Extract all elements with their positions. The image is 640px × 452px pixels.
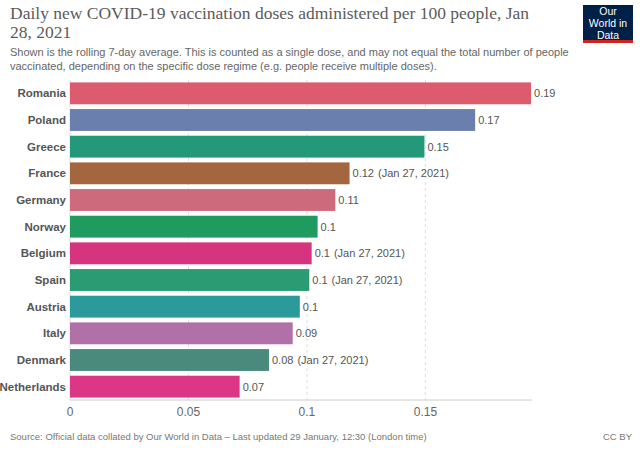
- category-label: Denmark: [17, 354, 67, 366]
- category-label: Austria: [26, 301, 66, 313]
- tick-label: 0.1: [299, 405, 316, 419]
- labels: Romania 0.19 Poland 0.17 Greece 0.15 France 0.1…: [0, 87, 555, 392]
- bar: [70, 269, 309, 291]
- bar: [70, 376, 240, 398]
- annotation: (Jan 27, 2021): [334, 247, 405, 259]
- data-label: 0.12: [353, 167, 374, 179]
- annotation: (Jan 27, 2021): [297, 354, 368, 366]
- bar: [70, 82, 531, 104]
- category-label: Greece: [27, 141, 66, 153]
- category-label: Belgium: [21, 247, 66, 259]
- subtitle: Shown is the rolling 7-day average. This…: [10, 45, 610, 73]
- bar: [70, 136, 424, 158]
- tick-label: 0: [67, 405, 74, 419]
- data-label: 0.07: [243, 381, 264, 393]
- bar: [70, 109, 475, 131]
- category-label: Germany: [16, 194, 66, 206]
- category-label: Romania: [17, 87, 66, 99]
- data-label: 0.1: [315, 247, 330, 259]
- category-label: Poland: [28, 114, 66, 126]
- bar: [70, 162, 350, 184]
- annotation: (Jan 27, 2021): [378, 167, 449, 179]
- data-label: 0.11: [338, 194, 359, 206]
- data-label: 0.1: [303, 301, 318, 313]
- bar: [70, 349, 269, 371]
- bar: [70, 322, 293, 344]
- data-label: 0.08: [272, 354, 293, 366]
- bar: [70, 189, 335, 211]
- source: Source: Official data collated by Our Wo…: [10, 431, 427, 442]
- bar: [70, 296, 300, 318]
- data-label: 0.15: [427, 141, 448, 153]
- x-axis-line: [70, 400, 532, 401]
- category-label: Norway: [24, 221, 66, 233]
- logo[interactable]: Our World in Data: [583, 5, 633, 43]
- bar: [70, 242, 312, 264]
- tick-label: 0.05: [177, 405, 201, 419]
- bars: [70, 82, 531, 397]
- category-label: Spain: [35, 274, 66, 286]
- bar: [70, 216, 318, 238]
- data-label: 0.17: [478, 114, 499, 126]
- title: Daily new COVID-19 vaccination doses adm…: [10, 4, 550, 42]
- annotation: (Jan 27, 2021): [332, 274, 403, 286]
- tick-label: 0.15: [414, 405, 438, 419]
- category-label: France: [28, 167, 66, 179]
- category-label: Italy: [43, 327, 67, 339]
- data-label: 0.1: [321, 221, 336, 233]
- category-label: Netherlands: [0, 381, 66, 393]
- license: CC BY: [603, 431, 633, 442]
- chart: 0 0.05 0.1 0.15 Romania 0.19 Poland 0.17 Greece 0…: [0, 0, 640, 452]
- data-label: 0.09: [296, 327, 317, 339]
- data-label: 0.19: [534, 87, 555, 99]
- data-label: 0.1: [312, 274, 327, 286]
